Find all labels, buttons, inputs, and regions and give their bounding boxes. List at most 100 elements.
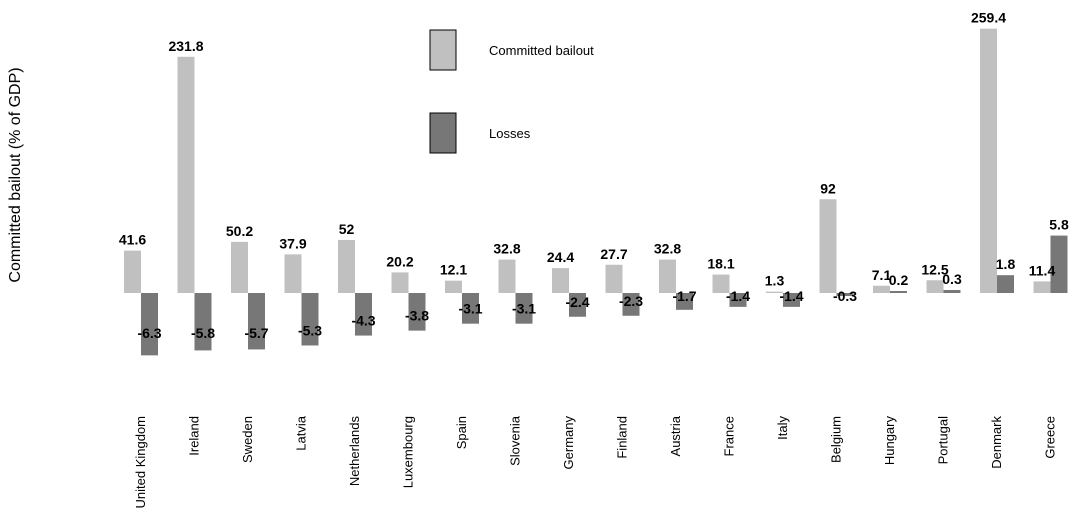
bar-losses xyxy=(997,275,1014,293)
bar-losses xyxy=(1050,235,1068,293)
bar-committed-bailout xyxy=(124,250,141,293)
bars xyxy=(124,28,1068,356)
bar-losses xyxy=(569,293,586,317)
bar-losses xyxy=(622,293,640,316)
value-label-losses: -6.3 xyxy=(137,325,161,341)
bar-losses xyxy=(515,293,533,324)
x-tick-label: Slovenia xyxy=(508,415,523,466)
value-label-committed-bailout: 18.1 xyxy=(707,256,734,272)
bar-committed-bailout xyxy=(819,199,837,293)
bar-losses xyxy=(890,291,907,293)
x-tick-label: Finland xyxy=(615,416,630,459)
legend-swatch xyxy=(429,29,457,71)
value-label-committed-bailout: 32.8 xyxy=(654,241,681,257)
value-label-committed-bailout: 12.5 xyxy=(921,261,948,277)
bar-committed-bailout xyxy=(659,259,676,293)
value-labels: 41.6 -6.3 231.8 -5.8 50.2 -5.7 37.9 -5.3 52 -4.3 2… xyxy=(119,10,1069,341)
value-label-losses: -0.3 xyxy=(833,288,857,304)
value-label-committed-bailout: 32.8 xyxy=(493,241,520,257)
x-tick-label: Greece xyxy=(1043,416,1058,459)
bar-committed-bailout xyxy=(712,274,730,293)
value-label-losses: -1.4 xyxy=(726,288,750,304)
bar-losses xyxy=(943,290,961,293)
bar-committed-bailout xyxy=(231,241,248,293)
bar-losses xyxy=(783,293,800,307)
value-label-losses: -3.8 xyxy=(405,308,429,324)
x-tick-label: Belgium xyxy=(829,416,844,463)
x-tick-label: Sweden xyxy=(240,416,255,463)
bar-committed-bailout xyxy=(1033,281,1051,293)
bar-committed-bailout xyxy=(766,291,783,293)
x-tick-label: Austria xyxy=(668,415,683,456)
bar-losses xyxy=(355,293,372,336)
x-tick-label: Netherlands xyxy=(347,416,362,487)
value-label-losses: -3.1 xyxy=(458,301,482,317)
x-tick-label: Hungary xyxy=(882,416,897,466)
x-tick-label: Latvia xyxy=(294,415,309,450)
value-label-losses: 5.8 xyxy=(1049,217,1069,233)
bar-committed-bailout xyxy=(873,285,890,293)
value-label-losses: -5.3 xyxy=(298,322,322,338)
value-label-committed-bailout: 24.4 xyxy=(547,249,574,265)
x-tick-label: United Kingdom xyxy=(133,416,148,509)
bar-losses xyxy=(141,293,158,356)
value-label-losses: -1.4 xyxy=(779,288,803,304)
x-tick-label: Denmark xyxy=(989,416,1004,469)
value-label-losses: -4.3 xyxy=(351,313,375,329)
value-label-committed-bailout: 20.2 xyxy=(386,253,413,269)
x-tick-label: Italy xyxy=(775,416,790,440)
value-label-losses: -2.4 xyxy=(565,294,589,310)
x-tick-label: Luxembourg xyxy=(401,416,416,488)
x-tick-label: Ireland xyxy=(187,416,202,456)
value-label-losses: -3.1 xyxy=(512,301,536,317)
value-label-losses: 1.8 xyxy=(996,256,1016,272)
value-label-committed-bailout: 37.9 xyxy=(279,235,306,251)
value-label-losses: -5.8 xyxy=(191,325,215,341)
x-tick-label: Spain xyxy=(454,416,469,449)
bar-committed-bailout xyxy=(498,259,516,293)
x-tick-labels: United Kingdom Ireland Sweden Latvia Netherl… xyxy=(133,415,1058,508)
bar-losses xyxy=(301,293,319,346)
bar-losses xyxy=(194,293,212,351)
bar-losses xyxy=(676,293,693,310)
value-label-committed-bailout: 231.8 xyxy=(168,38,203,54)
value-label-committed-bailout: 12.1 xyxy=(440,262,467,278)
bar-committed-bailout xyxy=(338,240,355,293)
bar-committed-bailout xyxy=(391,272,409,293)
value-label-losses: 0.3 xyxy=(942,271,962,287)
legend: Committed bailout Losses xyxy=(429,29,594,154)
value-label-committed-bailout: 259.4 xyxy=(971,10,1006,26)
bar-committed-bailout xyxy=(284,254,302,293)
bar-losses xyxy=(408,293,426,331)
value-label-committed-bailout: 7.1 xyxy=(872,267,892,283)
bar-committed-bailout xyxy=(926,280,944,293)
y-axis-label: Committed bailout (% of GDP) xyxy=(7,67,24,282)
value-label-committed-bailout: 1.3 xyxy=(765,273,785,289)
value-label-committed-bailout: 52 xyxy=(339,221,355,237)
bar-losses xyxy=(248,293,265,350)
x-tick-label: Germany xyxy=(561,416,576,470)
bar-committed-bailout xyxy=(445,280,462,293)
legend-label: Losses xyxy=(489,126,531,141)
bar-committed-bailout xyxy=(177,56,195,293)
bar-committed-bailout xyxy=(552,268,569,293)
x-tick-label: Portugal xyxy=(936,416,951,465)
value-label-committed-bailout: 27.7 xyxy=(600,246,627,262)
value-label-losses: -2.3 xyxy=(619,293,643,309)
bar-losses xyxy=(836,293,854,296)
value-label-losses: 0.2 xyxy=(889,272,909,288)
bar-losses xyxy=(729,293,747,307)
bar-losses xyxy=(462,293,479,324)
bar-committed-bailout xyxy=(980,28,997,294)
bar-committed-bailout xyxy=(605,264,623,293)
legend-swatch xyxy=(429,112,457,154)
value-label-losses: -1.7 xyxy=(672,288,696,304)
value-label-committed-bailout: 41.6 xyxy=(119,232,146,248)
value-label-losses: -5.7 xyxy=(244,325,268,341)
value-label-committed-bailout: 92 xyxy=(820,180,836,196)
x-tick-label: France xyxy=(722,416,737,456)
value-label-committed-bailout: 11.4 xyxy=(1029,262,1056,278)
legend-label: Committed bailout xyxy=(489,43,594,58)
value-label-committed-bailout: 50.2 xyxy=(226,223,253,239)
